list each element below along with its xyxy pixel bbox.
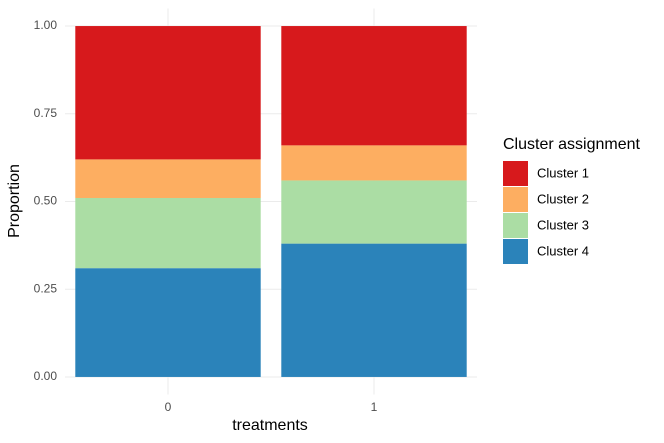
y-tick-label: 0.25	[34, 281, 58, 295]
bar-segment	[281, 180, 467, 244]
legend-label: Cluster 2	[537, 191, 589, 206]
x-tick-label: 0	[165, 400, 172, 414]
bar-segment	[75, 268, 261, 377]
y-axis-title: Proportion	[6, 164, 23, 238]
y-tick-label: 0.00	[34, 369, 58, 383]
legend-label: Cluster 3	[537, 217, 589, 232]
bar-segment	[75, 197, 261, 269]
legend-key	[503, 187, 528, 212]
legend-title: Cluster assignment	[503, 136, 641, 153]
legend-key	[503, 213, 528, 238]
x-axis-title: treatments	[232, 417, 308, 434]
bar-segment	[281, 145, 467, 181]
legend-key	[503, 239, 528, 264]
legend-label: Cluster 4	[537, 243, 589, 258]
y-tick-label: 0.50	[34, 194, 58, 208]
bar-segment	[281, 26, 467, 146]
x-tick-label: 1	[371, 400, 378, 414]
y-tick-label: 1.00	[34, 18, 58, 32]
bar-segment	[75, 26, 261, 160]
bar-segment	[75, 159, 261, 198]
bar-segment	[281, 243, 467, 377]
y-tick-label: 0.75	[34, 106, 58, 120]
legend-label: Cluster 1	[537, 165, 589, 180]
legend-key	[503, 161, 528, 186]
